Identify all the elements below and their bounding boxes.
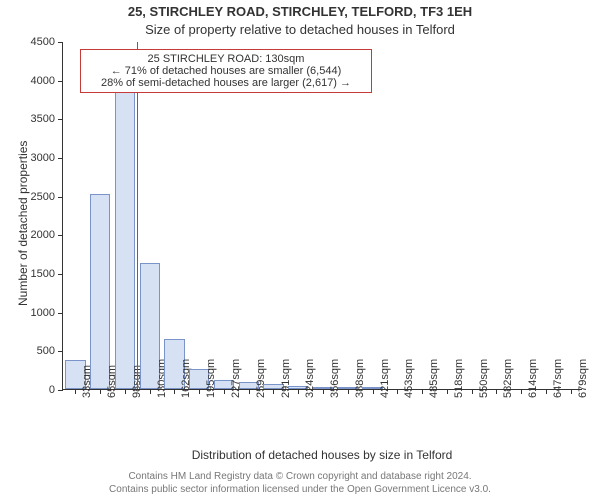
annotation-line-1: 25 STIRCHLEY ROAD: 130sqm [87,53,365,65]
annotation-box: 25 STIRCHLEY ROAD: 130sqm ← 71% of detac… [80,49,372,93]
x-tick [546,389,547,394]
y-tick [58,313,63,314]
x-tick [273,389,274,394]
y-tick-label: 3500 [31,113,55,125]
x-tick-label: 485sqm [428,359,440,398]
x-tick [348,389,349,394]
chart-title-line2: Size of property relative to detached ho… [0,22,600,37]
x-tick [298,389,299,394]
x-tick-label: 291sqm [280,359,292,398]
x-tick-label: 421sqm [379,359,391,398]
x-tick-label: 453sqm [403,359,415,398]
x-tick [397,389,398,394]
y-tick [58,351,63,352]
y-tick-label: 2000 [31,229,55,241]
x-tick-label: 388sqm [354,359,366,398]
y-tick [58,158,63,159]
x-tick-label: 518sqm [453,359,465,398]
chart-footer: Contains HM Land Registry data © Crown c… [0,471,600,496]
reference-line [137,42,138,389]
y-tick [58,119,63,120]
y-tick [58,274,63,275]
y-tick [58,197,63,198]
x-tick [521,389,522,394]
x-tick-label: 550sqm [478,359,490,398]
x-tick-label: 647sqm [552,359,564,398]
x-tick [224,389,225,394]
y-tick [58,235,63,236]
x-tick [422,389,423,394]
x-tick [496,389,497,394]
x-tick [199,389,200,394]
footer-line-2: Contains public sector information licen… [0,484,600,497]
histogram-bar [115,73,135,389]
x-tick [373,389,374,394]
x-axis-label: Distribution of detached houses by size … [62,448,582,462]
x-tick [323,389,324,394]
x-tick-label: 259sqm [255,359,267,398]
y-tick [58,81,63,82]
x-tick [571,389,572,394]
chart-plot-area: 05001000150020002500300035004000450033sq… [62,42,582,390]
y-tick-label: 1500 [31,268,55,280]
annotation-line-3: 28% of semi-detached houses are larger (… [87,77,365,89]
y-tick-label: 4000 [31,75,55,87]
x-tick [100,389,101,394]
x-tick-label: 679sqm [577,359,589,398]
x-tick-label: 195sqm [205,359,217,398]
y-tick [58,42,63,43]
annotation-line-2: ← 71% of detached houses are smaller (6,… [87,65,365,77]
x-tick-label: 356sqm [329,359,341,398]
footer-line-1: Contains HM Land Registry data © Crown c… [0,471,600,484]
y-tick-label: 3000 [31,152,55,164]
x-tick [447,389,448,394]
y-tick [58,390,63,391]
histogram-bar [90,194,110,389]
y-tick-label: 2500 [31,191,55,203]
y-tick-label: 4500 [31,36,55,48]
x-tick [472,389,473,394]
x-tick-label: 324sqm [304,359,316,398]
x-tick [75,389,76,394]
y-axis-label: Number of detached properties [16,141,30,306]
y-tick-label: 0 [49,384,55,396]
x-tick [174,389,175,394]
x-tick [125,389,126,394]
y-tick-label: 500 [37,345,55,357]
x-tick [150,389,151,394]
y-tick-label: 1000 [31,307,55,319]
chart-title-line1: 25, STIRCHLEY ROAD, STIRCHLEY, TELFORD, … [0,4,600,19]
x-tick [249,389,250,394]
x-tick-label: 582sqm [502,359,514,398]
x-tick-label: 227sqm [230,359,242,398]
x-tick-label: 614sqm [527,359,539,398]
